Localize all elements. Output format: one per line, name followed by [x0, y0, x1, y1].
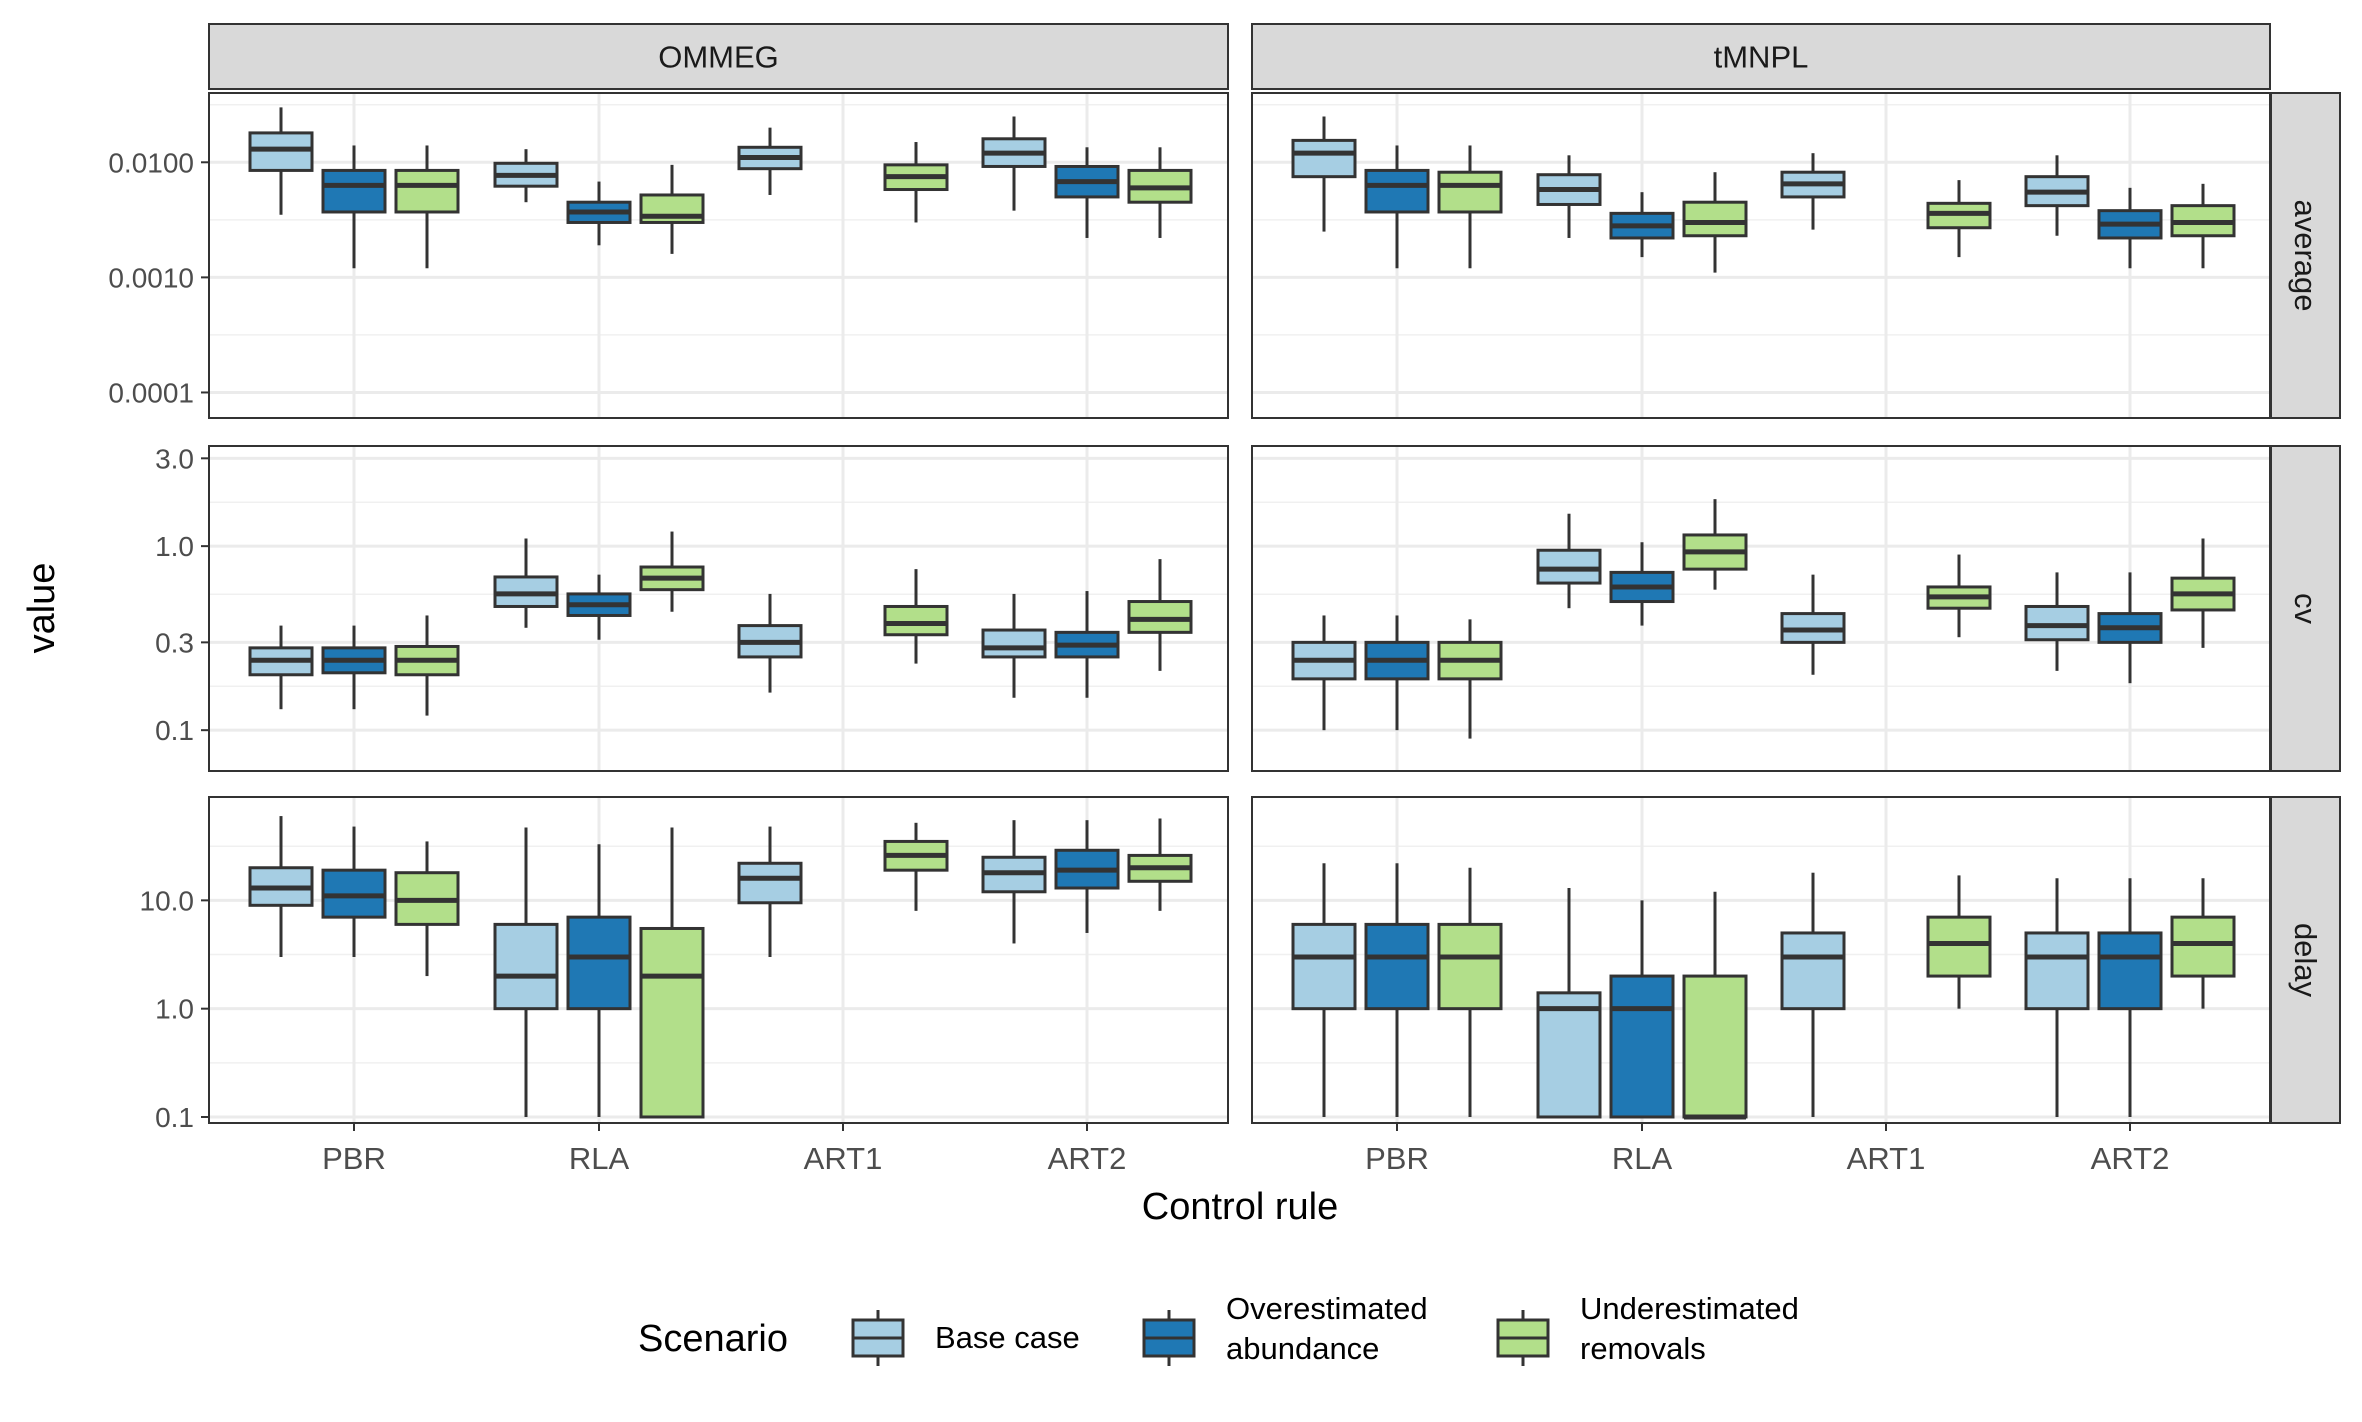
facet-strip-label: cv [2288, 593, 2323, 625]
y-tick-label: 0.0010 [108, 262, 194, 293]
box-OMMEG-delay-RLA-2 [639, 926, 705, 1119]
x-tick-label: ART2 [2091, 1141, 2170, 1176]
facet-strip-label: OMMEG [658, 40, 779, 75]
y-tick-label: 10.0 [140, 885, 195, 916]
box-tMNPL-delay-RLA-1 [1609, 974, 1675, 1119]
legend-label: Overestimated [1226, 1291, 1428, 1326]
facet-strip-label: tMNPL [1714, 40, 1809, 75]
panel-background [1252, 93, 2270, 418]
x-tick-label: ART1 [1847, 1141, 1926, 1176]
panel-border [208, 796, 1229, 1124]
box-tMNPL-delay-RLA-2 [1682, 974, 1748, 1119]
box-OMMEG-average-PBR-1 [321, 168, 387, 214]
y-tick-label: 0.3 [155, 627, 194, 658]
y-tick-label: 0.1 [155, 715, 194, 746]
legend-label: Underestimated [1580, 1291, 1799, 1326]
facet-strip-tMNPL [1251, 23, 2271, 90]
box-tMNPL-delay-ART1-0 [1780, 931, 1846, 1011]
box-tMNPL-delay-ART1-2 [1926, 915, 1992, 978]
box-OMMEG-delay-RLA-1 [566, 915, 632, 1011]
x-axis-title: Control rule [1142, 1186, 1338, 1228]
y-tick-label: 3.0 [155, 443, 194, 474]
box-tMNPL-average-PBR-1 [1364, 168, 1430, 214]
panel-border [208, 92, 1229, 419]
box-tMNPL-delay-RLA-0 [1536, 991, 1602, 1119]
legend-label: removals [1580, 1331, 1706, 1366]
facet-strip-OMMEG [208, 23, 1229, 90]
box-tMNPL-delay-ART2-0 [2024, 931, 2090, 1011]
x-tick-label: RLA [569, 1141, 630, 1176]
box-tMNPL-delay-ART2-2 [2170, 915, 2236, 978]
facet-strip-average [2270, 92, 2341, 419]
panel-border [1251, 796, 2271, 1124]
box-tMNPL-delay-PBR-1 [1364, 922, 1430, 1011]
y-tick-label: 1.0 [155, 531, 194, 562]
facet-strip-label: delay [2288, 923, 2323, 998]
box-tMNPL-average-PBR-2 [1437, 170, 1503, 214]
x-tick-label: PBR [1365, 1141, 1429, 1176]
facet-strip-cv [2270, 445, 2341, 772]
x-tick-label: ART2 [1048, 1141, 1127, 1176]
panel-background [209, 93, 1228, 418]
box-OMMEG-delay-RLA-0 [493, 922, 559, 1011]
legend-title: Scenario [638, 1318, 788, 1360]
x-tick-label: ART1 [804, 1141, 883, 1176]
y-tick-label: 0.0100 [108, 147, 194, 178]
box-tMNPL-delay-PBR-2 [1437, 922, 1503, 1011]
box-OMMEG-cv-ART2-0 [981, 628, 1047, 659]
box-tMNPL-average-PBR-0 [1291, 138, 1357, 179]
panel-border [208, 445, 1229, 772]
panel-background [209, 446, 1228, 771]
box-OMMEG-average-PBR-2 [394, 168, 460, 214]
facet-strip-label: average [2288, 199, 2323, 311]
y-tick-label: 1.0 [155, 994, 194, 1025]
x-tick-label: RLA [1612, 1141, 1673, 1176]
panel-border [1251, 445, 2271, 772]
legend-label: abundance [1226, 1331, 1379, 1366]
box-tMNPL-delay-PBR-0 [1291, 922, 1357, 1011]
box-tMNPL-average-RLA-2 [1682, 200, 1748, 238]
box-tMNPL-delay-ART2-1 [2097, 931, 2163, 1011]
panel-background [1252, 446, 2270, 771]
box-OMMEG-cv-ART1-2 [883, 604, 949, 637]
y-tick-label: 0.1 [155, 1102, 194, 1133]
legend-label: Base case [935, 1320, 1080, 1355]
y-axis-title: value [21, 563, 63, 654]
y-tick-label: 0.0001 [108, 377, 194, 408]
panel-border [1251, 92, 2271, 419]
box-OMMEG-delay-ART1-0 [737, 861, 803, 905]
x-tick-label: PBR [322, 1141, 386, 1176]
